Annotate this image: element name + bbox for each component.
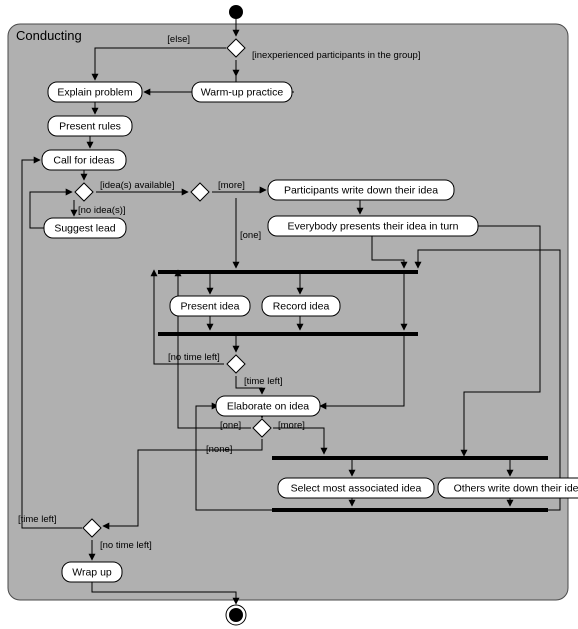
guard-g_avail: [idea(s) available] [100, 180, 174, 191]
sync-bar-fork1 [158, 270, 418, 274]
guard-g_else: [else] [167, 34, 190, 45]
initial-node [229, 5, 243, 19]
guard-g_one2: [one] [220, 420, 241, 431]
activity-label-explain: Explain problem [57, 86, 133, 98]
sync-bar-join1 [158, 332, 418, 336]
activity-label-suggest: Suggest lead [54, 222, 115, 234]
guard-g_tl: [time left] [244, 376, 283, 387]
activity-label-pwrite: Participants write down their idea [284, 184, 438, 196]
activity-label-eturn: Everybody presents their idea in turn [287, 220, 458, 232]
activity-label-pidea: Present idea [181, 300, 240, 312]
guard-g_noidea: [no idea(s)] [78, 205, 126, 216]
guard-g_ntl2: [no time left] [100, 540, 152, 551]
activity-label-select: Select most associated idea [291, 482, 422, 494]
activity-label-wrap: Wrap up [72, 566, 112, 578]
sync-bar-join2 [272, 508, 548, 512]
guard-g_one1: [one] [240, 230, 261, 241]
activity-diagram: Conducting Explain problem Warm-up practic… [0, 0, 578, 629]
final-node [229, 608, 243, 622]
guard-g_tl2: [time left] [18, 514, 57, 525]
guard-g_ntl: [no time left] [168, 352, 220, 363]
guard-g_more1: [more] [218, 180, 245, 191]
guard-g_inexp: [inexperienced participants in the group… [252, 50, 420, 61]
activity-label-elab: Elaborate on idea [227, 400, 309, 412]
sync-bar-fork2 [272, 456, 548, 460]
activity-label-rules: Present rules [59, 120, 121, 132]
activity-label-owrite: Others write down their idea [454, 482, 578, 494]
activity-label-call: Call for ideas [53, 154, 114, 166]
guard-g_none: [none] [206, 444, 232, 455]
activity-label-warmup: Warm-up practice [201, 86, 284, 98]
activity-label-ridea: Record idea [273, 300, 330, 312]
guard-g_more2: [more] [278, 420, 305, 431]
region-label: Conducting [16, 28, 82, 43]
